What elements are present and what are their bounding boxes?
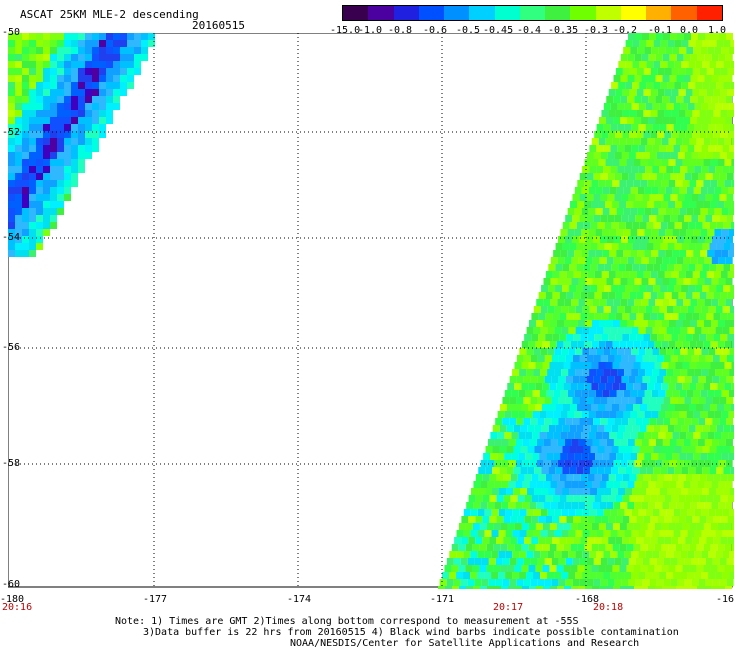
colorbar-label: -0.35 xyxy=(548,25,579,36)
map-date: 20160515 xyxy=(192,19,245,32)
colorbar-segment xyxy=(646,6,672,20)
colorbar-segment xyxy=(696,6,722,20)
left-swath xyxy=(8,33,155,257)
time-label: 20:18 xyxy=(593,602,624,613)
colorbar-segment xyxy=(418,6,445,20)
colorbar-label: -0.3 xyxy=(584,25,609,36)
y-tick-label: -50 xyxy=(2,27,21,38)
x-tick-label: -16 xyxy=(716,594,735,605)
grid-lines xyxy=(8,33,732,587)
colorbar-labels: -15.0 -1.0 -0.8 -0.6 -0.5 -0.45 -0.4 -0.35 -0.3-… xyxy=(330,25,735,37)
y-tick-label: -58 xyxy=(2,458,21,469)
colorbar-label: -0.45 xyxy=(483,25,514,36)
right-swath xyxy=(438,33,734,589)
time-label: 20:16 xyxy=(2,602,33,613)
footer-notes: Note: 1) Times are GMT 2)Times along bot… xyxy=(115,616,679,649)
x-tick-label: -174 xyxy=(287,594,312,605)
time-label: 20:17 xyxy=(493,602,524,613)
colorbar-segment xyxy=(444,6,470,20)
colorbar xyxy=(342,5,723,21)
colorbar-segment xyxy=(393,6,419,20)
colorbar-segment xyxy=(671,6,697,20)
colorbar-segment xyxy=(494,6,520,20)
colorbar-segment xyxy=(570,6,596,20)
colorbar-label: 0.0 xyxy=(680,25,699,36)
colorbar-label: -0.4 xyxy=(517,25,542,36)
colorbar-segment xyxy=(469,6,495,20)
colorbar-label: -0.6 xyxy=(423,25,448,36)
colorbar-label: 1.0 xyxy=(708,25,727,36)
colorbar-label: -0.1 xyxy=(648,25,673,36)
y-tick-label: -56 xyxy=(2,342,21,353)
colorbar-label: -1.0 xyxy=(358,25,383,36)
colorbar-label: -0.5 xyxy=(456,25,481,36)
map-title: ASCAT 25KM MLE-2 descending xyxy=(20,8,199,21)
colorbar-segment xyxy=(595,6,621,20)
y-tick-label: -52 xyxy=(2,127,21,138)
colorbar-segment xyxy=(620,6,647,20)
colorbar-segment xyxy=(545,6,571,20)
x-tick-label: -180 xyxy=(0,594,25,605)
colorbar-segment xyxy=(368,6,394,20)
swath-map xyxy=(8,33,734,589)
x-tick-label: -177 xyxy=(143,594,168,605)
colorbar-segment xyxy=(519,6,546,20)
y-tick-label: -54 xyxy=(2,232,21,243)
note-line-1: Note: 1) Times are GMT 2)Times along bot… xyxy=(115,616,579,627)
colorbar-label: -0.8 xyxy=(388,25,413,36)
colorbar-label: -0.2 xyxy=(613,25,638,36)
colorbar-segment xyxy=(343,6,369,20)
x-tick-label: -171 xyxy=(430,594,455,605)
colorbar-label: -15.0 xyxy=(330,25,361,36)
x-tick-label: -168 xyxy=(575,594,600,605)
y-tick-label: -60 xyxy=(2,579,21,590)
note-line-2: 3)Data buffer is 22 hrs from 20160515 4)… xyxy=(143,627,679,638)
note-line-3: NOAA/NESDIS/Center for Satellite Applica… xyxy=(290,638,640,649)
